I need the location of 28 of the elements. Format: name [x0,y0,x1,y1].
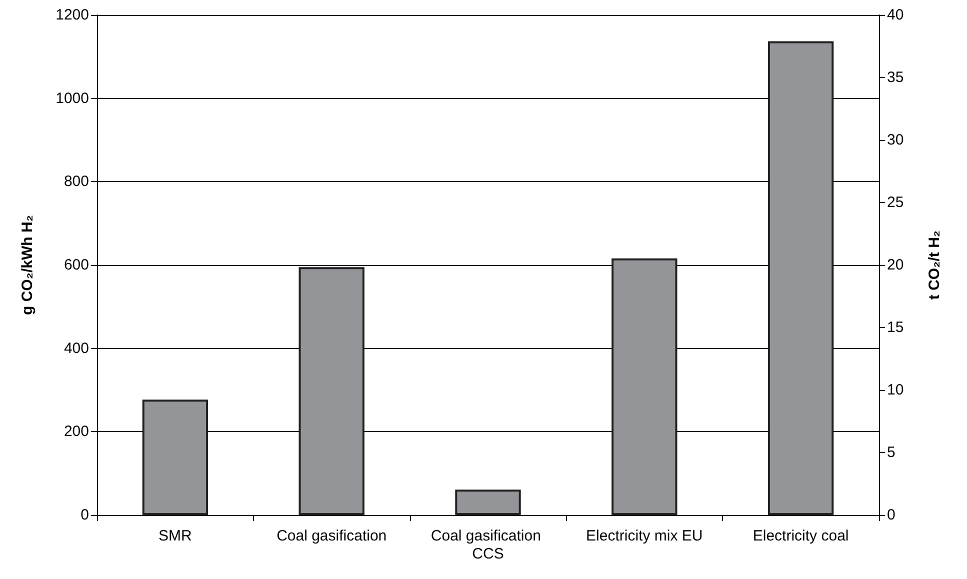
bar [298,267,364,515]
y2-tick-label: 35 [887,69,904,86]
y2-tick-label: 40 [887,6,904,24]
y-tick-label: 1000 [56,90,89,107]
y2-axis-title: t CO₂/t H₂ [926,230,943,300]
bar [612,258,678,515]
bar [142,400,208,515]
y2-tick-label: 10 [887,382,904,398]
bar [455,490,521,515]
x-tick-label: Coal gasification CCS [430,528,546,562]
y-tick-label: 1200 [56,6,89,24]
x-tick-label: Coal gasification [276,528,387,544]
y2-tick-label: 20 [887,256,904,274]
bar [768,41,834,515]
x-tick-label: SMR [158,528,192,544]
y2-tick-label: 0 [887,506,896,524]
x-tick-label: Electricity mix EU [586,528,703,544]
x-tick-label: Electricity coal [752,528,849,544]
y-tick-label: 800 [64,173,89,190]
y-tick-label: 200 [64,423,89,440]
y-axis-title: g CO₂/kWh H₂ [19,215,36,315]
y2-tick-label: 25 [887,194,904,211]
y2-tick-label: 5 [887,444,896,461]
y-tick-label: 400 [64,340,89,357]
y-tick-label: 600 [64,256,89,274]
y-tick-label: 0 [80,506,89,524]
y2-tick-label: 30 [887,132,904,148]
y2-tick-label: 15 [887,319,904,336]
